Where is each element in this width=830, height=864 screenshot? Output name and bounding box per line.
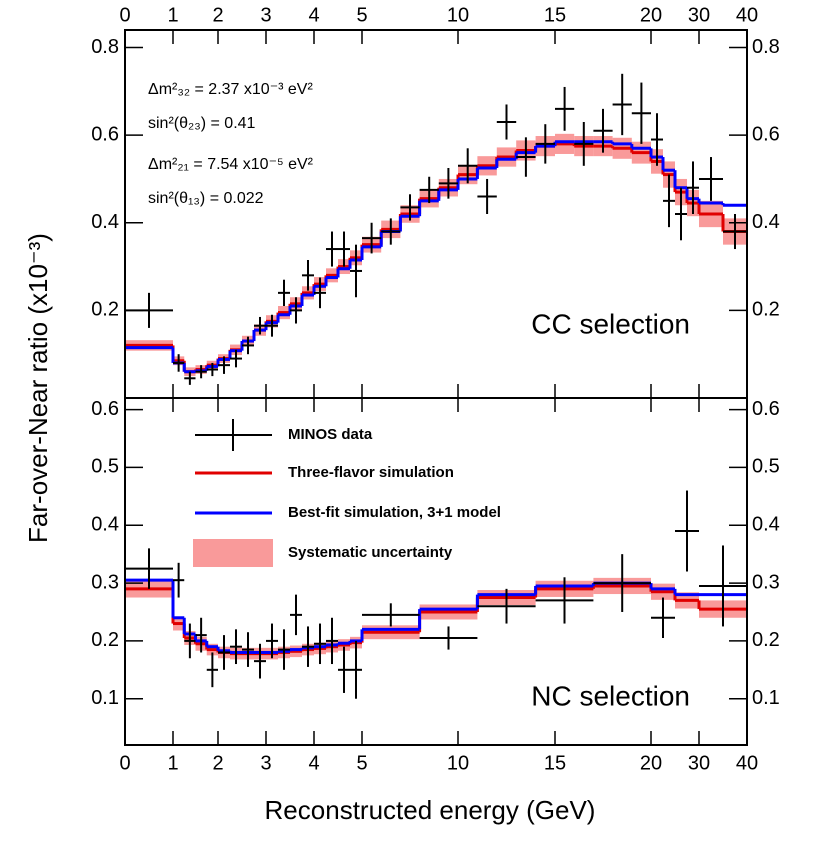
x-tick-label: 4	[308, 752, 319, 774]
y-axis-label: Far-over-Near ratio (x10⁻³)	[23, 233, 53, 543]
y-tick-label: 0.6	[91, 398, 119, 420]
plot-frame	[124, 397, 748, 746]
x-tick-label: 40	[736, 752, 758, 774]
legend-label: MINOS data	[288, 426, 373, 443]
annotation: Δm²₃₂ = 2.37 x10⁻³ eV²	[148, 81, 313, 98]
x-tick-label: 20	[640, 4, 662, 26]
y-tick-label: 0.2	[91, 629, 119, 651]
x-tick-label: 2	[212, 752, 223, 774]
y-tick-label: 0.6	[752, 398, 780, 420]
x-tick-label: 5	[356, 4, 367, 26]
panel-label: CC selection	[531, 308, 690, 339]
y-tick-label: 0.3	[752, 571, 780, 593]
y-tick-label: 0.4	[91, 211, 119, 233]
x-tick-label: 4	[308, 4, 319, 26]
y-tick-label: 0.6	[91, 123, 119, 145]
legend-label: Best-fit simulation, 3+1 model	[288, 504, 501, 521]
panel-label: NC selection	[531, 680, 690, 711]
y-tick-label: 0.5	[752, 456, 780, 478]
y-tick-label: 0.8	[91, 36, 119, 58]
x-tick-label: 1	[167, 752, 178, 774]
x-tick-label: 15	[544, 4, 566, 26]
x-tick-label: 0	[119, 752, 130, 774]
x-tick-label: 40	[736, 4, 758, 26]
legend-label: Three-flavor simulation	[288, 464, 454, 481]
annotation: Δm²₂₁ = 7.54 x10⁻⁵ eV²	[148, 156, 314, 173]
y-tick-label: 0.6	[752, 123, 780, 145]
x-tick-label: 20	[640, 752, 662, 774]
y-tick-label: 0.4	[752, 514, 780, 536]
x-tick-label: 30	[688, 4, 710, 26]
y-tick-label: 0.2	[91, 299, 119, 321]
y-tick-label: 0.3	[91, 571, 119, 593]
x-tick-label: 3	[260, 752, 271, 774]
x-tick-label: 30	[688, 752, 710, 774]
x-tick-label: 3	[260, 4, 271, 26]
y-tick-label: 0.4	[752, 211, 780, 233]
y-tick-label: 0.4	[91, 514, 119, 536]
x-axis-label: Reconstructed energy (GeV)	[265, 795, 596, 825]
x-tick-label: 10	[447, 752, 469, 774]
annotation: sin²(θ₂₃) = 0.41	[148, 115, 256, 132]
x-tick-label: 10	[447, 4, 469, 26]
legend-swatch	[193, 539, 273, 567]
x-tick-label: 0	[119, 4, 130, 26]
y-tick-label: 0.8	[752, 36, 780, 58]
y-tick-label: 0.5	[91, 456, 119, 478]
y-tick-label: 0.2	[752, 299, 780, 321]
x-tick-label: 5	[356, 752, 367, 774]
x-tick-label: 2	[212, 4, 223, 26]
y-tick-label: 0.2	[752, 629, 780, 651]
y-tick-label: 0.1	[91, 687, 119, 709]
x-tick-label: 15	[544, 752, 566, 774]
legend-label: Systematic uncertainty	[288, 544, 453, 561]
x-tick-label: 1	[167, 4, 178, 26]
y-tick-label: 0.1	[752, 687, 780, 709]
annotation: sin²(θ₁₃) = 0.022	[148, 190, 264, 207]
